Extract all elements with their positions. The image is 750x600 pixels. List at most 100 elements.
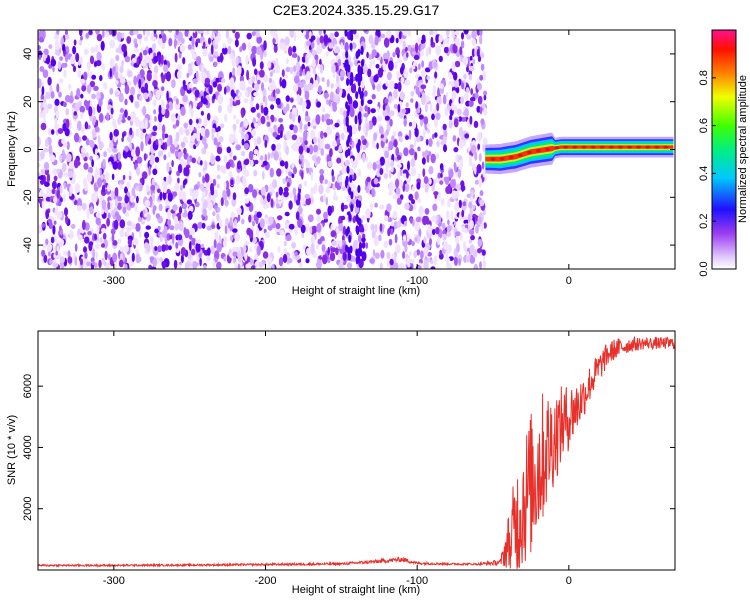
spectrogram-noise-cell [119, 65, 124, 74]
spectrogram-noise-cell [359, 91, 363, 100]
spectrogram-noise-cell [190, 135, 195, 143]
spectrogram-noise-cell [469, 219, 474, 229]
spectrogram-noise-cell [230, 235, 233, 242]
spectrogram-noise-cell [291, 113, 296, 123]
spectrogram-noise-cell [206, 112, 211, 121]
spectrogram-noise-cell [456, 243, 460, 253]
spectrogram-noise-cell [131, 149, 135, 157]
spectrogram-noise-cell [372, 162, 377, 171]
spectrogram-noise-cell [94, 193, 98, 203]
spectrogram-noise-cell [182, 57, 186, 65]
spectrogram-noise-cell [479, 190, 484, 197]
spectrogram-noise-cell [386, 71, 392, 81]
spectrogram-noise-cell [155, 213, 161, 219]
spectrogram-noise-cell [168, 30, 173, 33]
spectrogram-noise-cell [61, 152, 67, 160]
spectrogram-noise-cell [171, 79, 176, 89]
spectrogram-noise-cell [353, 56, 357, 62]
spectrogram-noise-cell [426, 75, 430, 81]
spectrogram-noise-cell [412, 51, 416, 56]
spectrogram-noise-cell [133, 30, 139, 35]
spectrogram-noise-cell [261, 82, 264, 92]
x-tick-label: -300 [103, 275, 125, 287]
spectrogram-noise-cell [95, 217, 101, 226]
spectrogram-noise-cell [481, 161, 485, 170]
spectrogram-noise-cell [53, 220, 57, 225]
spectrogram-noise-cell [237, 91, 242, 98]
spectrogram-noise-cell [68, 95, 74, 104]
spectrogram-noise-cell [114, 90, 119, 97]
spectrogram-noise-cell [129, 127, 133, 136]
spectrogram-noise-cell [270, 198, 274, 208]
spectrogram-noise-cell [453, 161, 457, 169]
spectrogram-noise-cell [445, 176, 449, 185]
spectrogram-noise-cell [252, 220, 255, 227]
spectrogram-noise-cell [315, 114, 321, 125]
spectrogram-noise-cell [300, 224, 306, 234]
spectrogram-noise-cell [135, 253, 141, 264]
spectrogram-noise-cell [442, 123, 447, 131]
spectrogram-noise-cell [469, 115, 473, 125]
spectrogram-noise-cell [246, 227, 252, 236]
spectrogram-noise-cell [273, 117, 277, 123]
spectrogram-noise-cell [468, 201, 473, 209]
spectrogram-peak-cell [627, 145, 632, 149]
spectrogram-noise-cell [237, 263, 241, 269]
spectrogram-noise-cell [272, 32, 279, 40]
spectrogram-noise-cell [118, 92, 124, 103]
spectrogram-noise-cell [223, 181, 227, 190]
spectrogram-noise-cell [319, 168, 325, 175]
spectrogram-noise-cell [392, 130, 397, 137]
spectrogram-noise-cell [458, 139, 464, 150]
spectrogram-noise-cell [38, 136, 41, 147]
spectrogram-noise-cell [323, 92, 330, 99]
spectrogram-noise-cell [54, 206, 59, 216]
spectrogram-noise-cell [305, 84, 310, 92]
spectrogram-noise-cell [387, 228, 391, 237]
spectrogram-noise-cell [135, 223, 141, 232]
spectrogram-noise-cell [371, 230, 376, 239]
spectrogram-noise-cell [107, 254, 111, 260]
spectrogram-noise-cell [310, 35, 316, 41]
spectrogram-noise-cell [245, 263, 251, 269]
spectrogram-noise-cell [69, 229, 74, 240]
spectrogram-noise-cell [61, 162, 67, 173]
spectrogram-noise-cell [480, 103, 486, 109]
spectrogram-noise-cell [43, 96, 47, 104]
spectrogram-noise-cell [280, 130, 283, 138]
spectrogram-noise-cell [404, 79, 411, 86]
spectrogram-noise-cell [247, 42, 252, 51]
spectrogram-noise-cell [285, 130, 292, 140]
spectrogram-noise-cell [306, 40, 311, 46]
spectrogram-noise-cell [109, 58, 115, 68]
spectrogram-noise-cell [340, 202, 345, 212]
spectrogram-noise-cell [303, 124, 308, 131]
spectrogram-noise-cell [113, 219, 119, 230]
spectrogram-noise-cell [242, 175, 246, 184]
spectrogram-noise-cell [406, 257, 411, 263]
spectrogram-noise-cell [74, 243, 78, 252]
spectrogram-noise-cell [430, 36, 434, 46]
spectrogram-noise-cell [54, 98, 60, 106]
spectrogram-noise-cell [188, 205, 194, 213]
spectrogram-noise-cell [399, 91, 406, 101]
spectrogram-noise-cell [96, 154, 99, 161]
spectrogram-noise-cell [244, 198, 250, 204]
spectrogram-noise-cell [451, 61, 456, 72]
spectrogram-noise-cell [424, 67, 431, 73]
spectrogram-noise-cell [138, 95, 143, 102]
spectrogram-noise-cell [67, 170, 74, 178]
spectrogram-noise-cell [89, 155, 93, 161]
spectrogram-noise-cell [216, 183, 220, 189]
spectrogram-noise-cell [296, 94, 301, 104]
spectrogram-noise-cell [308, 30, 312, 39]
spectrogram-noise-cell [453, 256, 458, 266]
spectrogram-noise-cell [159, 34, 162, 39]
spectrogram-noise-cell [39, 66, 45, 72]
spectrogram-noise-cell [159, 191, 163, 201]
spectrogram-noise-cell [310, 235, 316, 244]
spectrogram-noise-cell [466, 193, 472, 198]
spectrogram-noise-cell [62, 194, 66, 203]
spectrogram-noise-cell [471, 144, 477, 154]
spectrogram-noise-cell [345, 50, 349, 59]
